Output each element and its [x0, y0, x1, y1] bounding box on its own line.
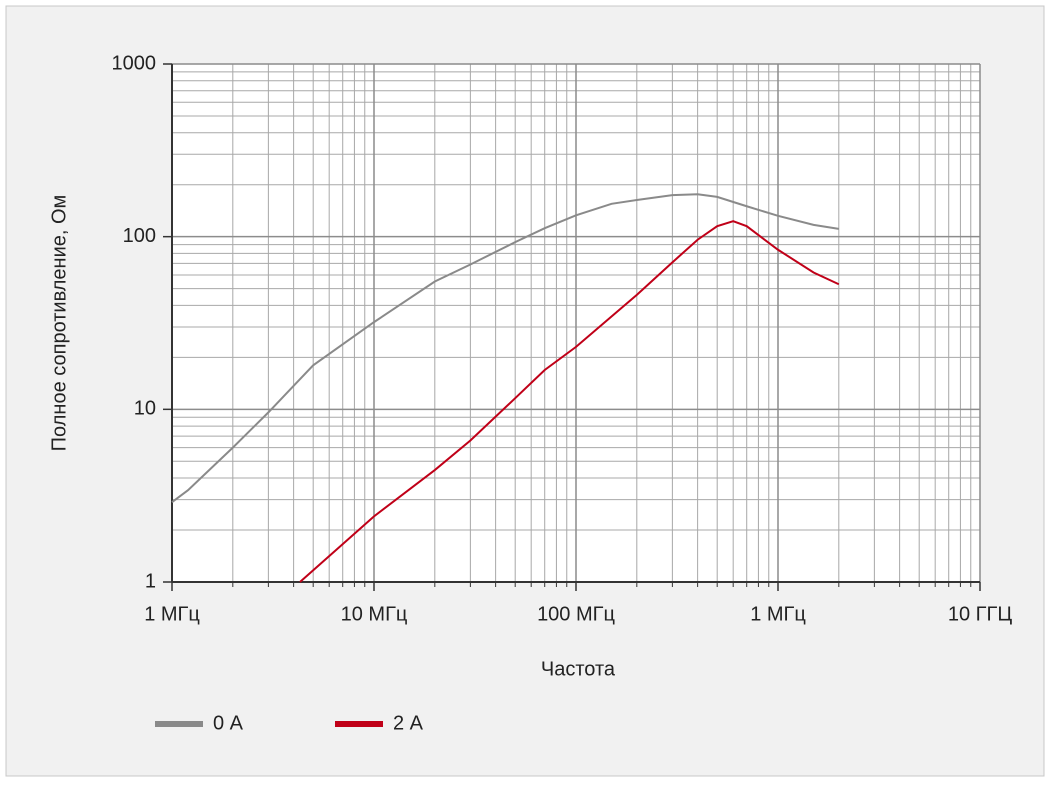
x-tick-label: 10 ГГЦ: [948, 603, 1012, 625]
x-axis-label: Частота: [541, 658, 616, 680]
x-tick-label: 10 МГц: [341, 603, 408, 625]
x-tick-label: 1 МГц: [750, 603, 806, 625]
y-axis-label: Полное сопротивление, Ом: [48, 195, 70, 452]
y-tick-label: 1: [145, 570, 156, 592]
x-tick-label: 1 МГц: [144, 603, 200, 625]
y-tick-label: 100: [123, 225, 156, 247]
series-line: [171, 193, 839, 503]
series-line: [299, 220, 840, 583]
y-tick-label: 10: [134, 398, 156, 420]
x-tick-label: 100 МГц: [537, 603, 615, 625]
y-tick-label: 1000: [112, 52, 157, 74]
legend-label: 2 А: [393, 712, 424, 734]
legend-label: 0 А: [213, 712, 244, 734]
